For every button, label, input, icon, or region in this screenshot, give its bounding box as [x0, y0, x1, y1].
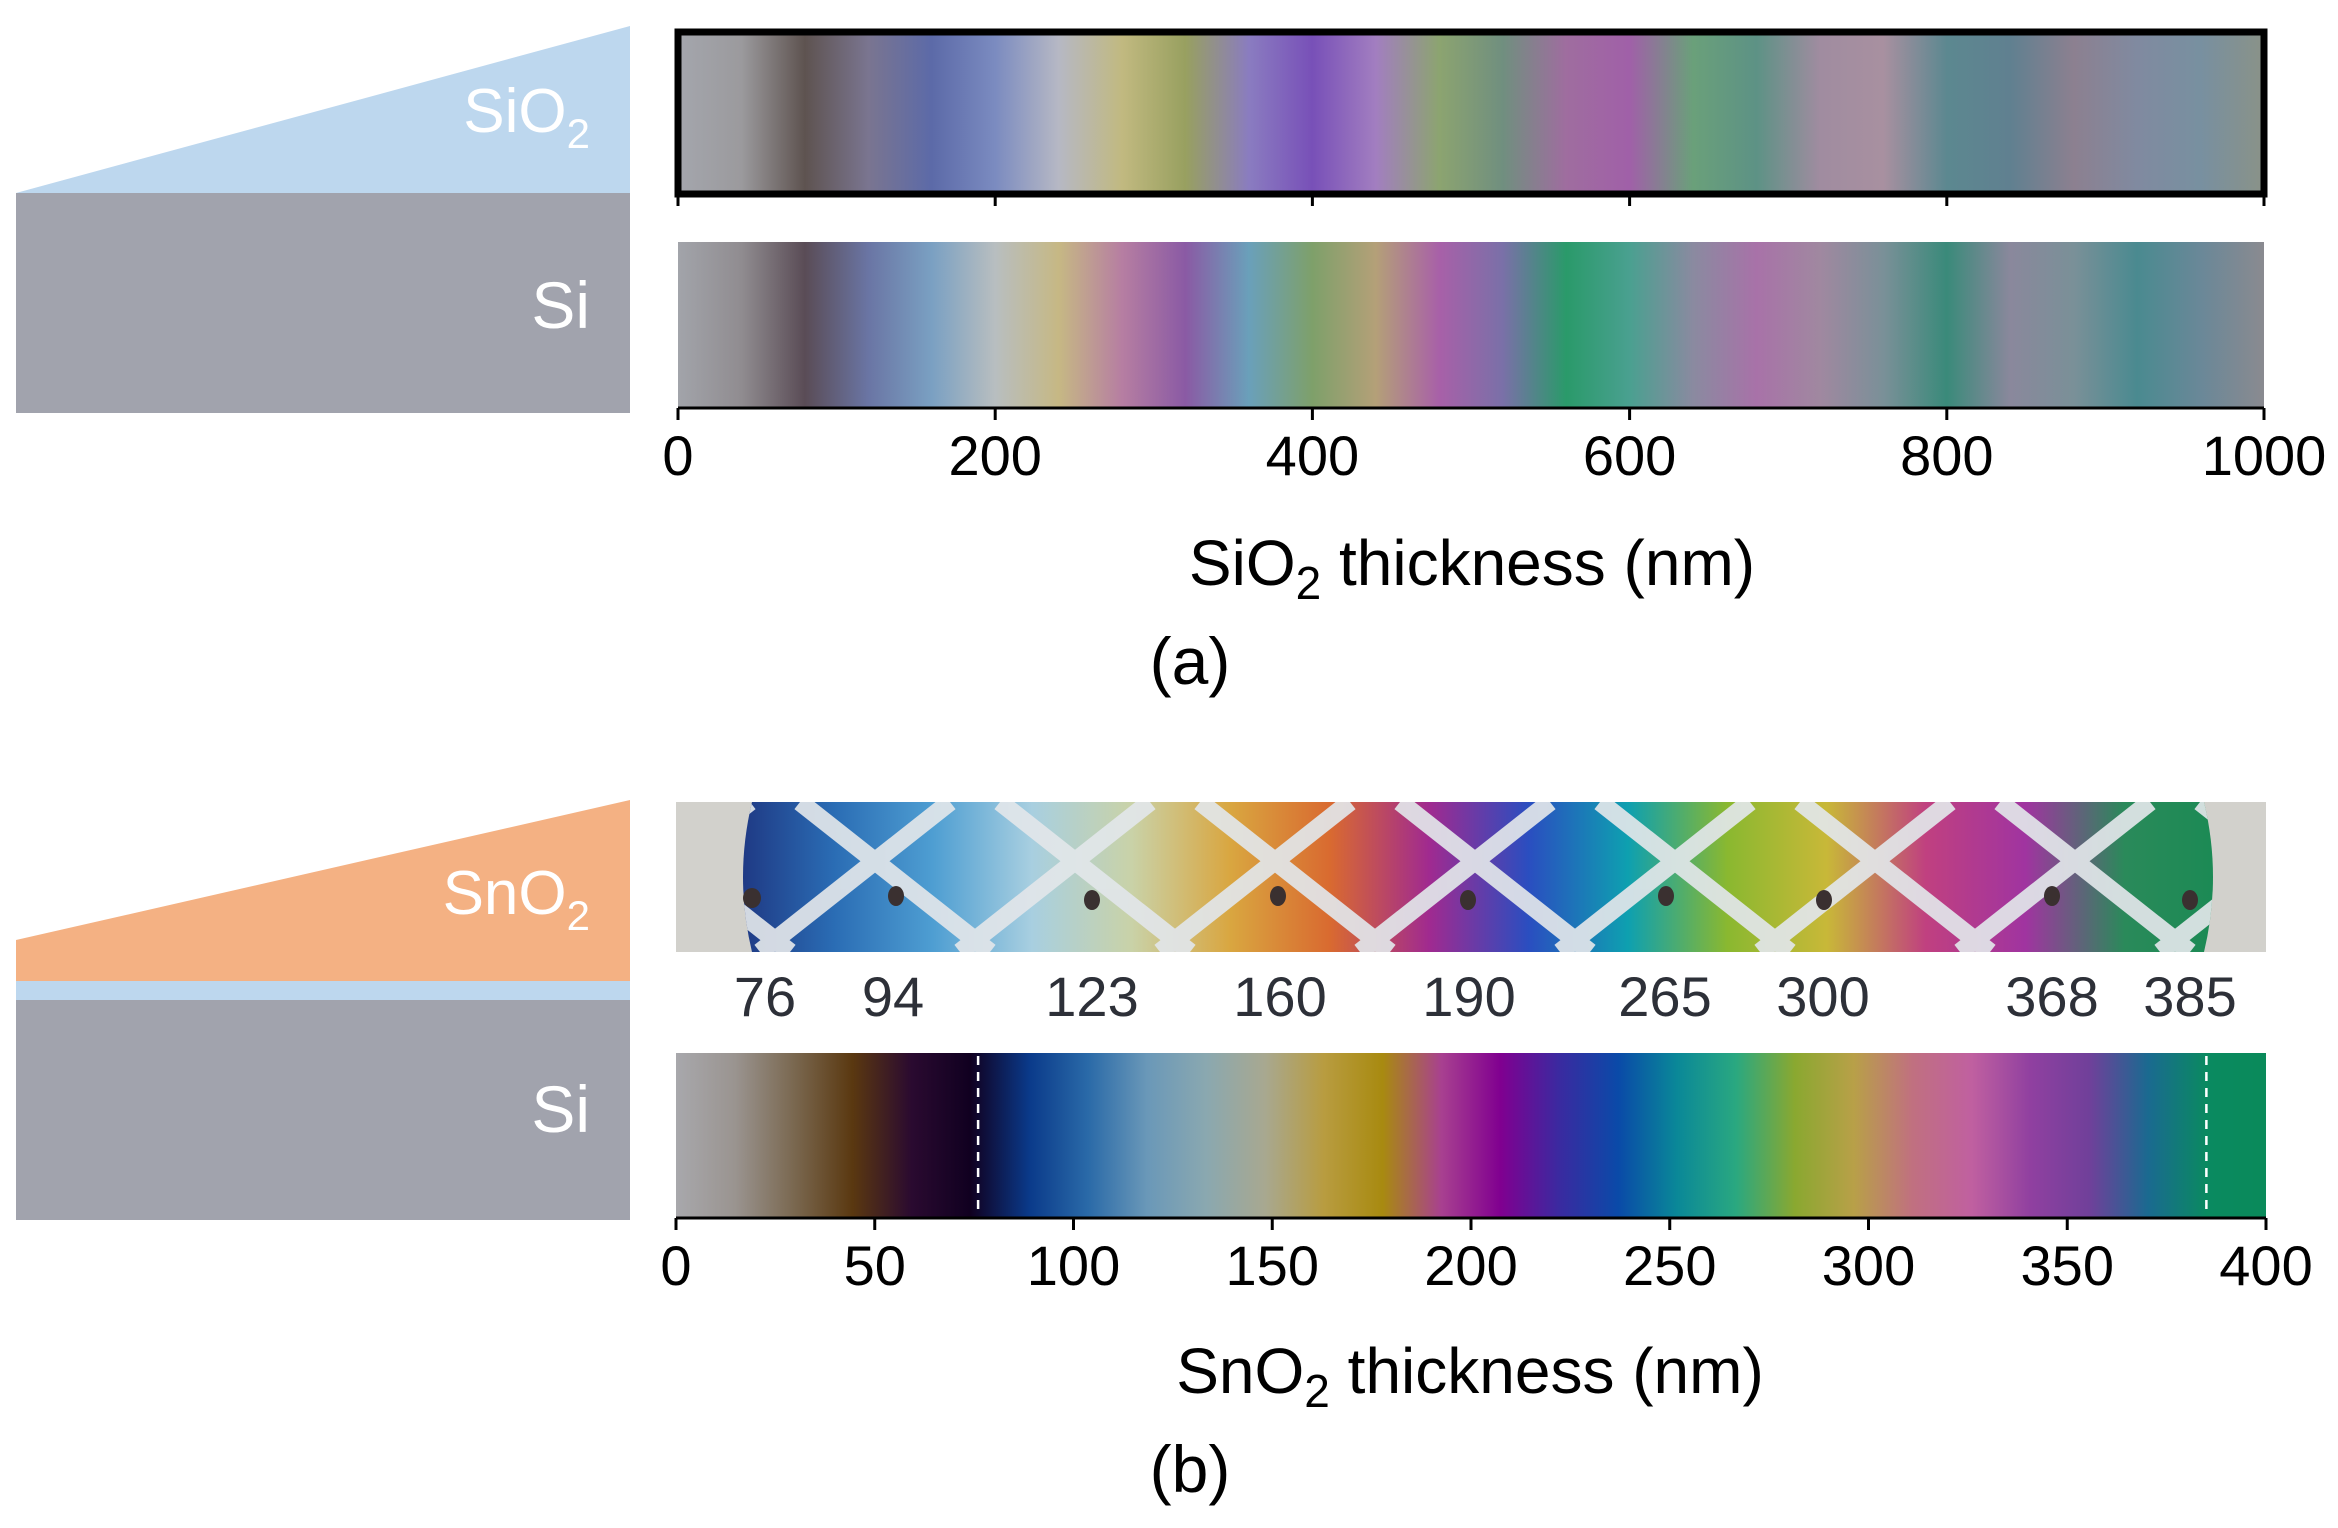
axis-b-tick-label-300: 300: [1822, 1234, 1915, 1297]
sno2-axis-title: SnO2 thickness (nm): [1176, 1335, 1764, 1417]
sio2-measured-strip-frame: [674, 28, 2268, 198]
wafer-dot: [743, 888, 761, 908]
dicing-line: [994, 802, 1196, 952]
wafer-dot: [888, 886, 904, 906]
axis-b-tick-label-150: 150: [1226, 1234, 1319, 1297]
wafer-dot: [1084, 890, 1100, 910]
panel-b-caption: (b): [1150, 1432, 1231, 1506]
axis-b-tick-label-250: 250: [1623, 1234, 1716, 1297]
axis-b-tick-label-50: 50: [844, 1234, 906, 1297]
axis-b-tick-label-350: 350: [2021, 1234, 2114, 1297]
dicing-line: [1994, 802, 2196, 952]
sio2-thickness-axis: 0 200 400 600 800 1000: [662, 194, 2326, 487]
sio2-wedge-layer: [16, 26, 630, 193]
dicing-line: [1154, 802, 1356, 952]
dicing-line: [1554, 802, 1756, 952]
sio2-layer-label: SiO2: [463, 77, 590, 157]
sample-thickness-label-385: 385: [2143, 965, 2236, 1028]
si-substrate-layer: [16, 193, 630, 413]
sio2-measured-color-strip: [678, 32, 2264, 194]
sio2-simulated-color-strip: [678, 242, 2264, 408]
dicing-line: [1954, 802, 2156, 952]
axis-b-tick-label-100: 100: [1027, 1234, 1120, 1297]
axis-a-tick-label-600: 600: [1583, 424, 1676, 487]
panel-b-layer-schematic: SnO2 Si: [16, 800, 630, 1220]
sample-thickness-label-368: 368: [2005, 965, 2098, 1028]
panel-b: SnO2 Si 76 94 123 160 190 265 300 368 385 0 50 100…: [16, 800, 2313, 1506]
sample-thickness-label-76: 76: [734, 965, 796, 1028]
sno2-thickness-axis: 0 50 100 150 200 250 300 350 400: [660, 1216, 2313, 1297]
axis-a-tick-label-800: 800: [1900, 424, 1993, 487]
axis-a-tick-label-1000: 1000: [2202, 424, 2327, 487]
axis-b-tick-label-400: 400: [2219, 1234, 2312, 1297]
sample-thickness-label-94: 94: [862, 965, 924, 1028]
dicing-line: [1754, 802, 1956, 952]
axis-a-tick-label-0: 0: [662, 424, 693, 487]
dicing-line: [754, 802, 956, 952]
dicing-line: [954, 802, 1156, 952]
axis-b-tick-label-200: 200: [1424, 1234, 1517, 1297]
sno2-layer-label: SnO2: [443, 859, 590, 939]
wafer-dot: [2182, 890, 2198, 910]
si-layer-label-a: Si: [531, 268, 590, 342]
sno2-wedge-layer: [16, 800, 630, 981]
panel-a: SiO2 Si 0 200 400 600 800 1000 SiO2 thickness…: [16, 26, 2326, 698]
sample-thickness-label-265: 265: [1618, 965, 1711, 1028]
sio2-thin-layer: [16, 981, 630, 1000]
sample-thickness-label-300: 300: [1776, 965, 1869, 1028]
dicing-line: [1394, 802, 1596, 952]
wafer-measurement-dots: [743, 886, 2198, 910]
wafer-dot: [1658, 886, 1674, 906]
axis-a-tick-label-200: 200: [948, 424, 1041, 487]
dicing-line: [1794, 802, 1996, 952]
sno2-simulated-color-strip: [676, 1053, 2266, 1218]
dicing-line: [1354, 802, 1556, 952]
panel-a-layer-schematic: SiO2 Si: [16, 26, 630, 413]
sample-thickness-labels: 76 94 123 160 190 265 300 368 385: [734, 965, 2237, 1028]
dicing-line: [794, 802, 996, 952]
sample-thickness-label-123: 123: [1045, 965, 1138, 1028]
wafer-dot: [1270, 886, 1286, 906]
wafer-dicing-grid: [743, 802, 2213, 952]
panel-a-caption: (a): [1150, 624, 1231, 698]
wafer-dot: [2044, 886, 2060, 906]
axis-a-tick-label-400: 400: [1266, 424, 1359, 487]
wafer-dot: [1460, 890, 1476, 910]
wafer-dot: [1816, 890, 1832, 910]
wafer-photo: [676, 802, 2266, 952]
sample-thickness-label-160: 160: [1233, 965, 1326, 1028]
dicing-line: [2154, 802, 2213, 952]
sample-thickness-label-190: 190: [1422, 965, 1515, 1028]
sio2-axis-title: SiO2 thickness (nm): [1189, 527, 1755, 609]
si-substrate-layer-b: [16, 1000, 630, 1220]
dicing-line: [1594, 802, 1796, 952]
axis-b-tick-label-0: 0: [660, 1234, 691, 1297]
sample-range-markers: [976, 1056, 2208, 1216]
si-layer-label-b: Si: [531, 1072, 590, 1146]
dicing-line: [743, 802, 796, 952]
dicing-line: [1194, 802, 1396, 952]
